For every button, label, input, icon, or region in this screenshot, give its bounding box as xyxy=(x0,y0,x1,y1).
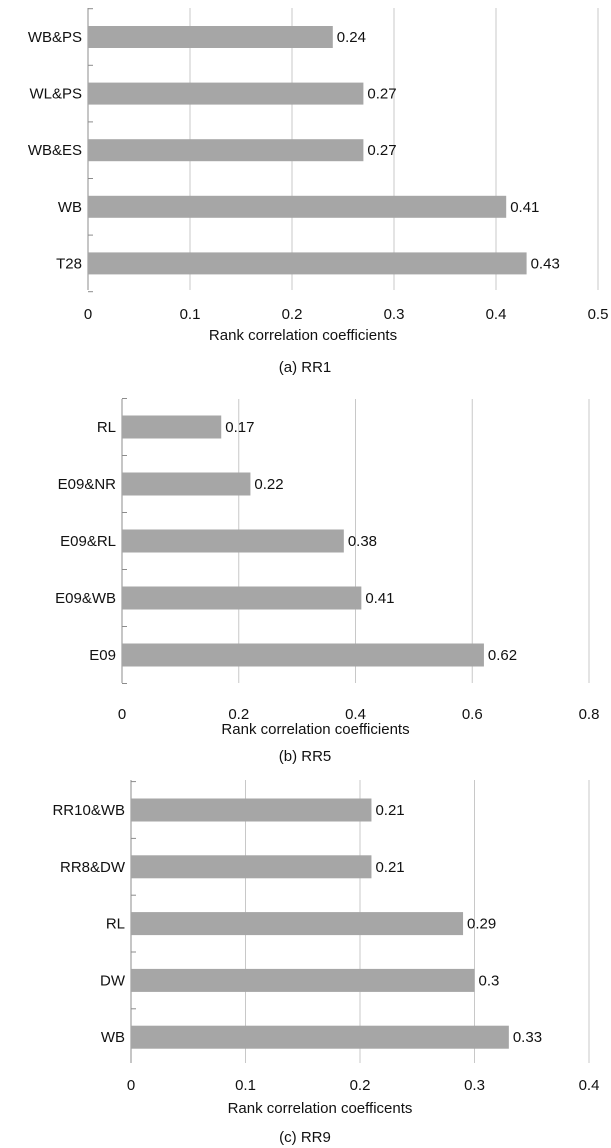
chart-panel-2: RL 0.17 E09&NR 0.22 E09&RL 0.38 E09&WB 0.41 E09 0… xyxy=(55,398,600,765)
bar xyxy=(88,195,507,218)
x-tick-label: 0.2 xyxy=(282,306,303,323)
data-label: 0.27 xyxy=(367,86,396,103)
category-label: RR8&DW xyxy=(60,859,126,876)
x-tick-label: 0.4 xyxy=(345,706,366,723)
x-tick-label: 0.1 xyxy=(180,306,201,323)
x-tick-label: 0.8 xyxy=(579,706,600,723)
x-tick-label: 0.2 xyxy=(350,1077,371,1094)
category-label: WB&PS xyxy=(28,29,82,46)
x-tick-label: 0 xyxy=(84,306,92,323)
category-label: RL xyxy=(97,419,116,436)
data-label: 0.17 xyxy=(225,419,254,436)
category-label: DW xyxy=(100,972,126,989)
bar xyxy=(122,415,222,439)
x-tick-label: 0.4 xyxy=(486,306,507,323)
data-label: 0.27 xyxy=(367,142,396,159)
bar xyxy=(131,912,464,936)
category-label: RL xyxy=(106,916,125,933)
category-label: E09 xyxy=(89,647,116,664)
category-label: WB xyxy=(101,1029,125,1046)
bar xyxy=(88,82,364,105)
bar xyxy=(88,139,364,162)
x-tick-label: 0.2 xyxy=(228,706,249,723)
data-label: 0.3 xyxy=(479,972,500,989)
x-tick-label: 0.1 xyxy=(235,1077,256,1094)
x-tick-label: 0.3 xyxy=(464,1077,485,1094)
data-label: 0.38 xyxy=(348,533,377,550)
x-axis-title: Rank correlation coefficients xyxy=(209,327,397,344)
data-label: 0.62 xyxy=(488,647,517,664)
bar xyxy=(122,472,251,496)
x-tick-label: 0.6 xyxy=(462,706,483,723)
chart-caption: (a) RR1 xyxy=(279,359,332,376)
category-label: E09&WB xyxy=(55,590,116,607)
bar xyxy=(122,586,362,610)
x-tick-label: 0.3 xyxy=(384,306,405,323)
data-label: 0.43 xyxy=(531,255,560,272)
category-label: WB&ES xyxy=(28,142,82,159)
bar xyxy=(122,529,344,553)
category-label: T28 xyxy=(56,255,82,272)
data-label: 0.41 xyxy=(365,590,394,607)
category-label: WL&PS xyxy=(29,86,82,103)
x-tick-label: 0.4 xyxy=(579,1077,600,1094)
bar xyxy=(131,1025,509,1049)
data-label: 0.22 xyxy=(254,476,283,493)
chart-caption: (c) RR9 xyxy=(279,1129,331,1146)
chart-caption: (b) RR5 xyxy=(279,748,332,765)
bar xyxy=(88,252,527,275)
bar xyxy=(131,855,372,879)
data-label: 0.21 xyxy=(375,802,404,819)
chart-panel-1: WB&PS 0.24 WL&PS 0.27 WB&ES 0.27 WB 0.41 T28 0.43… xyxy=(28,8,609,376)
category-label: WB xyxy=(58,199,82,216)
x-axis-title: Rank correlation coefficients xyxy=(221,721,409,738)
category-label: E09&NR xyxy=(58,476,117,493)
data-label: 0.41 xyxy=(510,199,539,216)
x-tick-label: 0.5 xyxy=(588,306,609,323)
bar xyxy=(88,26,333,48)
data-label: 0.21 xyxy=(375,859,404,876)
bar xyxy=(131,798,372,822)
data-label: 0.33 xyxy=(513,1029,542,1046)
category-label: E09&RL xyxy=(60,533,116,550)
data-label: 0.29 xyxy=(467,916,496,933)
bar xyxy=(131,968,475,992)
x-tick-label: 0 xyxy=(127,1077,135,1094)
category-label: RR10&WB xyxy=(52,802,125,819)
x-axis-title: Rank correlation coefficents xyxy=(228,1100,413,1117)
x-tick-label: 0 xyxy=(118,706,126,723)
data-label: 0.24 xyxy=(337,29,366,46)
bar xyxy=(122,643,484,667)
chart-panel-3: RR10&WB 0.21 RR8&DW 0.21 RL 0.29 DW 0.3 WB 0.33 0 0… xyxy=(52,780,599,1146)
